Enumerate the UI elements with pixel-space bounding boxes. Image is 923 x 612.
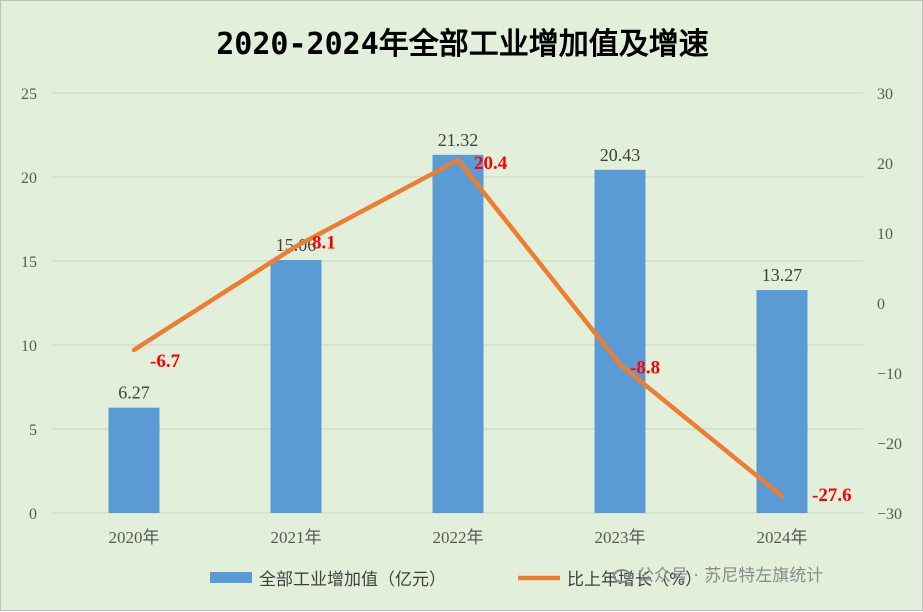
y-left-tick-label: 15 <box>21 254 37 271</box>
watermark-text: 公众号 · 苏尼特左旗统计 <box>637 566 824 586</box>
bar <box>108 407 160 513</box>
y-left-tick-label: 25 <box>21 86 37 103</box>
x-tick-label: 2024年 <box>757 528 808 547</box>
x-tick-label: 2023年 <box>595 528 646 547</box>
x-tick-label: 2022年 <box>433 528 484 547</box>
y-right-tick-label: 30 <box>877 86 893 103</box>
bar <box>432 154 484 513</box>
bar-data-label: 6.27 <box>118 383 150 403</box>
legend-bar-swatch <box>210 572 252 583</box>
legend-line-label: 比上年增长（%） <box>567 570 702 590</box>
y-right-tick-label: 0 <box>877 296 885 313</box>
bar <box>756 290 808 513</box>
bar-data-label: 20.43 <box>600 145 641 165</box>
y-right-tick-label: 20 <box>877 156 893 173</box>
line-data-label: -6.7 <box>150 351 181 372</box>
y-left-tick-label: 10 <box>21 338 37 355</box>
y-right-tick-label: −20 <box>877 436 902 453</box>
y-left-tick-label: 0 <box>29 506 37 523</box>
x-tick-label: 2020年 <box>109 528 160 547</box>
y-right-tick-label: −10 <box>877 366 902 383</box>
y-left-tick-label: 20 <box>21 170 37 187</box>
line-data-label: -27.6 <box>812 485 852 506</box>
chart-title: 2020-2024年全部工业增加值及增速 <box>216 27 709 62</box>
line-data-label: 8.1 <box>312 232 336 253</box>
line-data-label: 20.4 <box>474 153 508 174</box>
bar-data-label: 13.27 <box>762 265 803 285</box>
y-left-tick-label: 5 <box>29 422 37 439</box>
watermark: 公众号 · 苏尼特左旗统计 <box>613 561 823 586</box>
legend-bar-label: 全部工业增加值（亿元） <box>259 570 446 590</box>
wechat-icon <box>613 569 631 583</box>
line-data-label: -8.8 <box>630 358 660 379</box>
y-right-tick-label: 10 <box>877 226 893 243</box>
bar-data-label: 21.32 <box>438 130 479 150</box>
bar <box>270 259 322 513</box>
x-tick-label: 2021年 <box>271 528 322 547</box>
y-right-tick-label: −30 <box>877 506 902 523</box>
line-series <box>131 157 785 499</box>
